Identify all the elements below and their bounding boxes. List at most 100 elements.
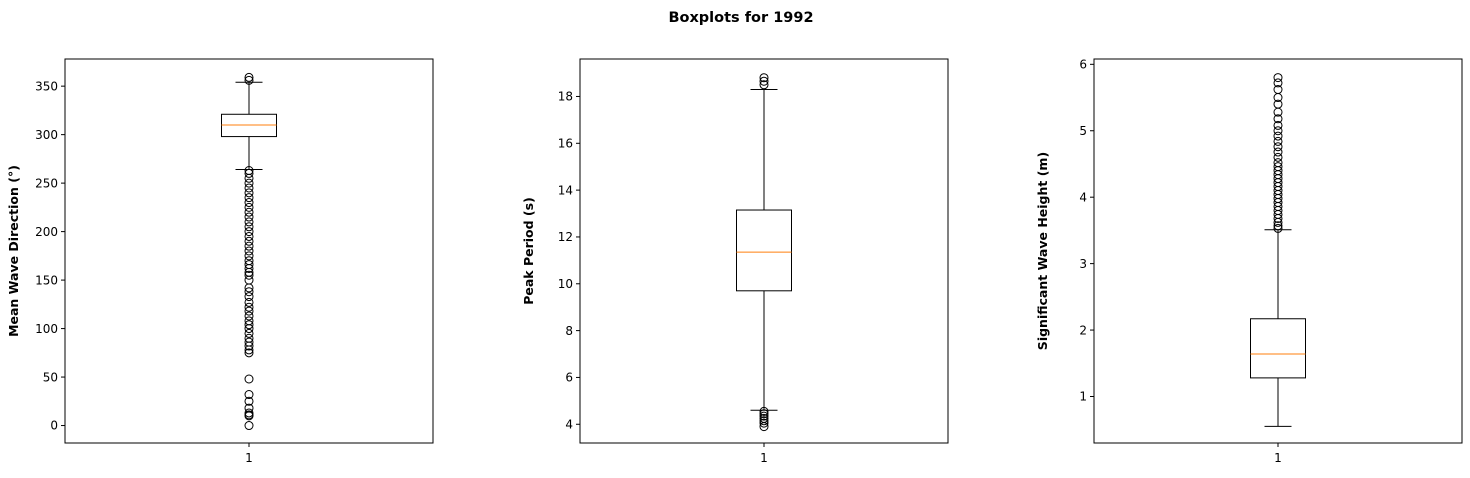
outlier-point bbox=[759, 76, 769, 86]
outlier-point bbox=[244, 275, 254, 285]
y-axis-label: Mean Wave Direction (°) bbox=[6, 165, 21, 337]
outlier-point bbox=[244, 217, 254, 227]
outlier-point bbox=[244, 396, 254, 406]
outlier-point bbox=[759, 416, 769, 426]
axes-frame bbox=[579, 58, 949, 444]
outlier-point bbox=[759, 413, 769, 423]
outlier-point bbox=[1273, 73, 1283, 83]
outlier-point bbox=[1273, 158, 1283, 168]
outlier-point bbox=[244, 260, 254, 270]
y-tick-label: 3 bbox=[1079, 257, 1087, 271]
y-tick-label: 16 bbox=[558, 136, 573, 150]
outlier-point bbox=[1273, 142, 1283, 152]
y-tick-label: 2 bbox=[1079, 323, 1087, 337]
outlier-point bbox=[759, 73, 769, 83]
y-tick-label: 6 bbox=[565, 371, 573, 385]
outlier-point bbox=[244, 306, 254, 316]
x-tick-label: 1 bbox=[760, 451, 768, 465]
outlier-point bbox=[244, 212, 254, 222]
outlier-point bbox=[244, 178, 254, 188]
outlier-point bbox=[244, 231, 254, 241]
boxplot-panel-3: 1 2 3 4 5 6 1 Significant Wave Height (m) bbox=[1035, 58, 1463, 465]
y-tick-label: 8 bbox=[565, 324, 573, 338]
outlier-point bbox=[1273, 147, 1283, 157]
y-tick-label: 0 bbox=[50, 419, 58, 433]
outlier-point bbox=[1273, 221, 1283, 231]
y-axis-label: Significant Wave Height (m) bbox=[1035, 152, 1050, 350]
outlier-point bbox=[244, 166, 254, 176]
y-tick-label: 5 bbox=[1079, 124, 1087, 138]
outlier-point bbox=[244, 202, 254, 212]
iqr-box bbox=[736, 209, 792, 292]
outlier-point bbox=[1273, 162, 1283, 172]
outlier-point bbox=[1273, 136, 1283, 146]
outlier-point bbox=[1273, 114, 1283, 124]
boxplot-panel-2: 4 6 8 10 12 14 16 18 1 Peak Period (s) bbox=[521, 58, 949, 465]
outlier-point bbox=[244, 75, 254, 85]
y-axis-label: Peak Period (s) bbox=[521, 197, 536, 305]
y-tick-label: 200 bbox=[35, 225, 58, 239]
outlier-point bbox=[244, 287, 254, 297]
axes-frame bbox=[1093, 58, 1463, 444]
boxplot-panel-1: 0 50 100 150 200 250 300 350 1 Mean Wave Directio… bbox=[6, 58, 434, 465]
outlier-point bbox=[1273, 131, 1283, 141]
outlier-point bbox=[1273, 99, 1283, 109]
y-tick-label: 150 bbox=[35, 273, 58, 287]
y-tick-label: 350 bbox=[35, 79, 58, 93]
outlier-point bbox=[1273, 126, 1283, 136]
y-tick-label: 18 bbox=[558, 90, 573, 104]
outlier-point bbox=[244, 246, 254, 256]
outlier-point bbox=[244, 390, 254, 400]
outlier-point bbox=[244, 311, 254, 321]
outlier-point bbox=[244, 302, 254, 312]
outlier-point bbox=[759, 406, 769, 416]
outlier-point bbox=[244, 222, 254, 232]
y-tick-label: 100 bbox=[35, 322, 58, 336]
y-tick-label: 6 bbox=[1079, 58, 1087, 72]
figure-title: Boxplots for 1992 bbox=[668, 10, 813, 26]
outlier-point bbox=[244, 241, 254, 251]
y-tick-label: 4 bbox=[565, 417, 573, 431]
y-tick-label: 12 bbox=[558, 230, 573, 244]
outlier-point bbox=[244, 320, 254, 330]
axes-frame bbox=[64, 58, 434, 444]
outlier-point bbox=[244, 270, 254, 280]
y-tick-label: 300 bbox=[35, 128, 58, 142]
y-tick-label: 4 bbox=[1079, 190, 1087, 204]
x-tick-label: 1 bbox=[1274, 451, 1282, 465]
outlier-point bbox=[244, 333, 254, 343]
y-tick-label: 1 bbox=[1079, 390, 1087, 404]
outlier-point bbox=[244, 236, 254, 246]
outlier-point bbox=[244, 183, 254, 193]
outlier-point bbox=[244, 251, 254, 261]
outlier-point bbox=[244, 421, 254, 431]
y-tick-label: 50 bbox=[43, 370, 58, 384]
outlier-point bbox=[1273, 78, 1283, 88]
outlier-point bbox=[244, 337, 254, 347]
outlier-point bbox=[244, 168, 254, 178]
outlier-point bbox=[1273, 120, 1283, 130]
outlier-point bbox=[1273, 152, 1283, 162]
outlier-point bbox=[244, 227, 254, 237]
outlier-point bbox=[244, 173, 254, 183]
y-tick-label: 250 bbox=[35, 176, 58, 190]
x-tick-label: 1 bbox=[245, 451, 253, 465]
y-tick-label: 10 bbox=[558, 277, 573, 291]
outlier-point bbox=[244, 72, 254, 82]
outlier-point bbox=[759, 418, 769, 428]
outlier-point bbox=[244, 403, 254, 413]
outlier-point bbox=[759, 80, 769, 90]
iqr-box bbox=[1250, 318, 1306, 379]
outlier-point bbox=[759, 409, 769, 419]
outlier-point bbox=[244, 292, 254, 302]
outlier-point bbox=[244, 328, 254, 338]
outlier-point bbox=[244, 297, 254, 307]
outlier-point bbox=[1273, 223, 1283, 233]
outlier-point bbox=[244, 256, 254, 266]
outlier-point bbox=[1273, 85, 1283, 95]
outlier-point bbox=[244, 348, 254, 358]
outlier-point bbox=[244, 193, 254, 203]
outlier-point bbox=[244, 188, 254, 198]
outlier-point bbox=[244, 408, 254, 418]
